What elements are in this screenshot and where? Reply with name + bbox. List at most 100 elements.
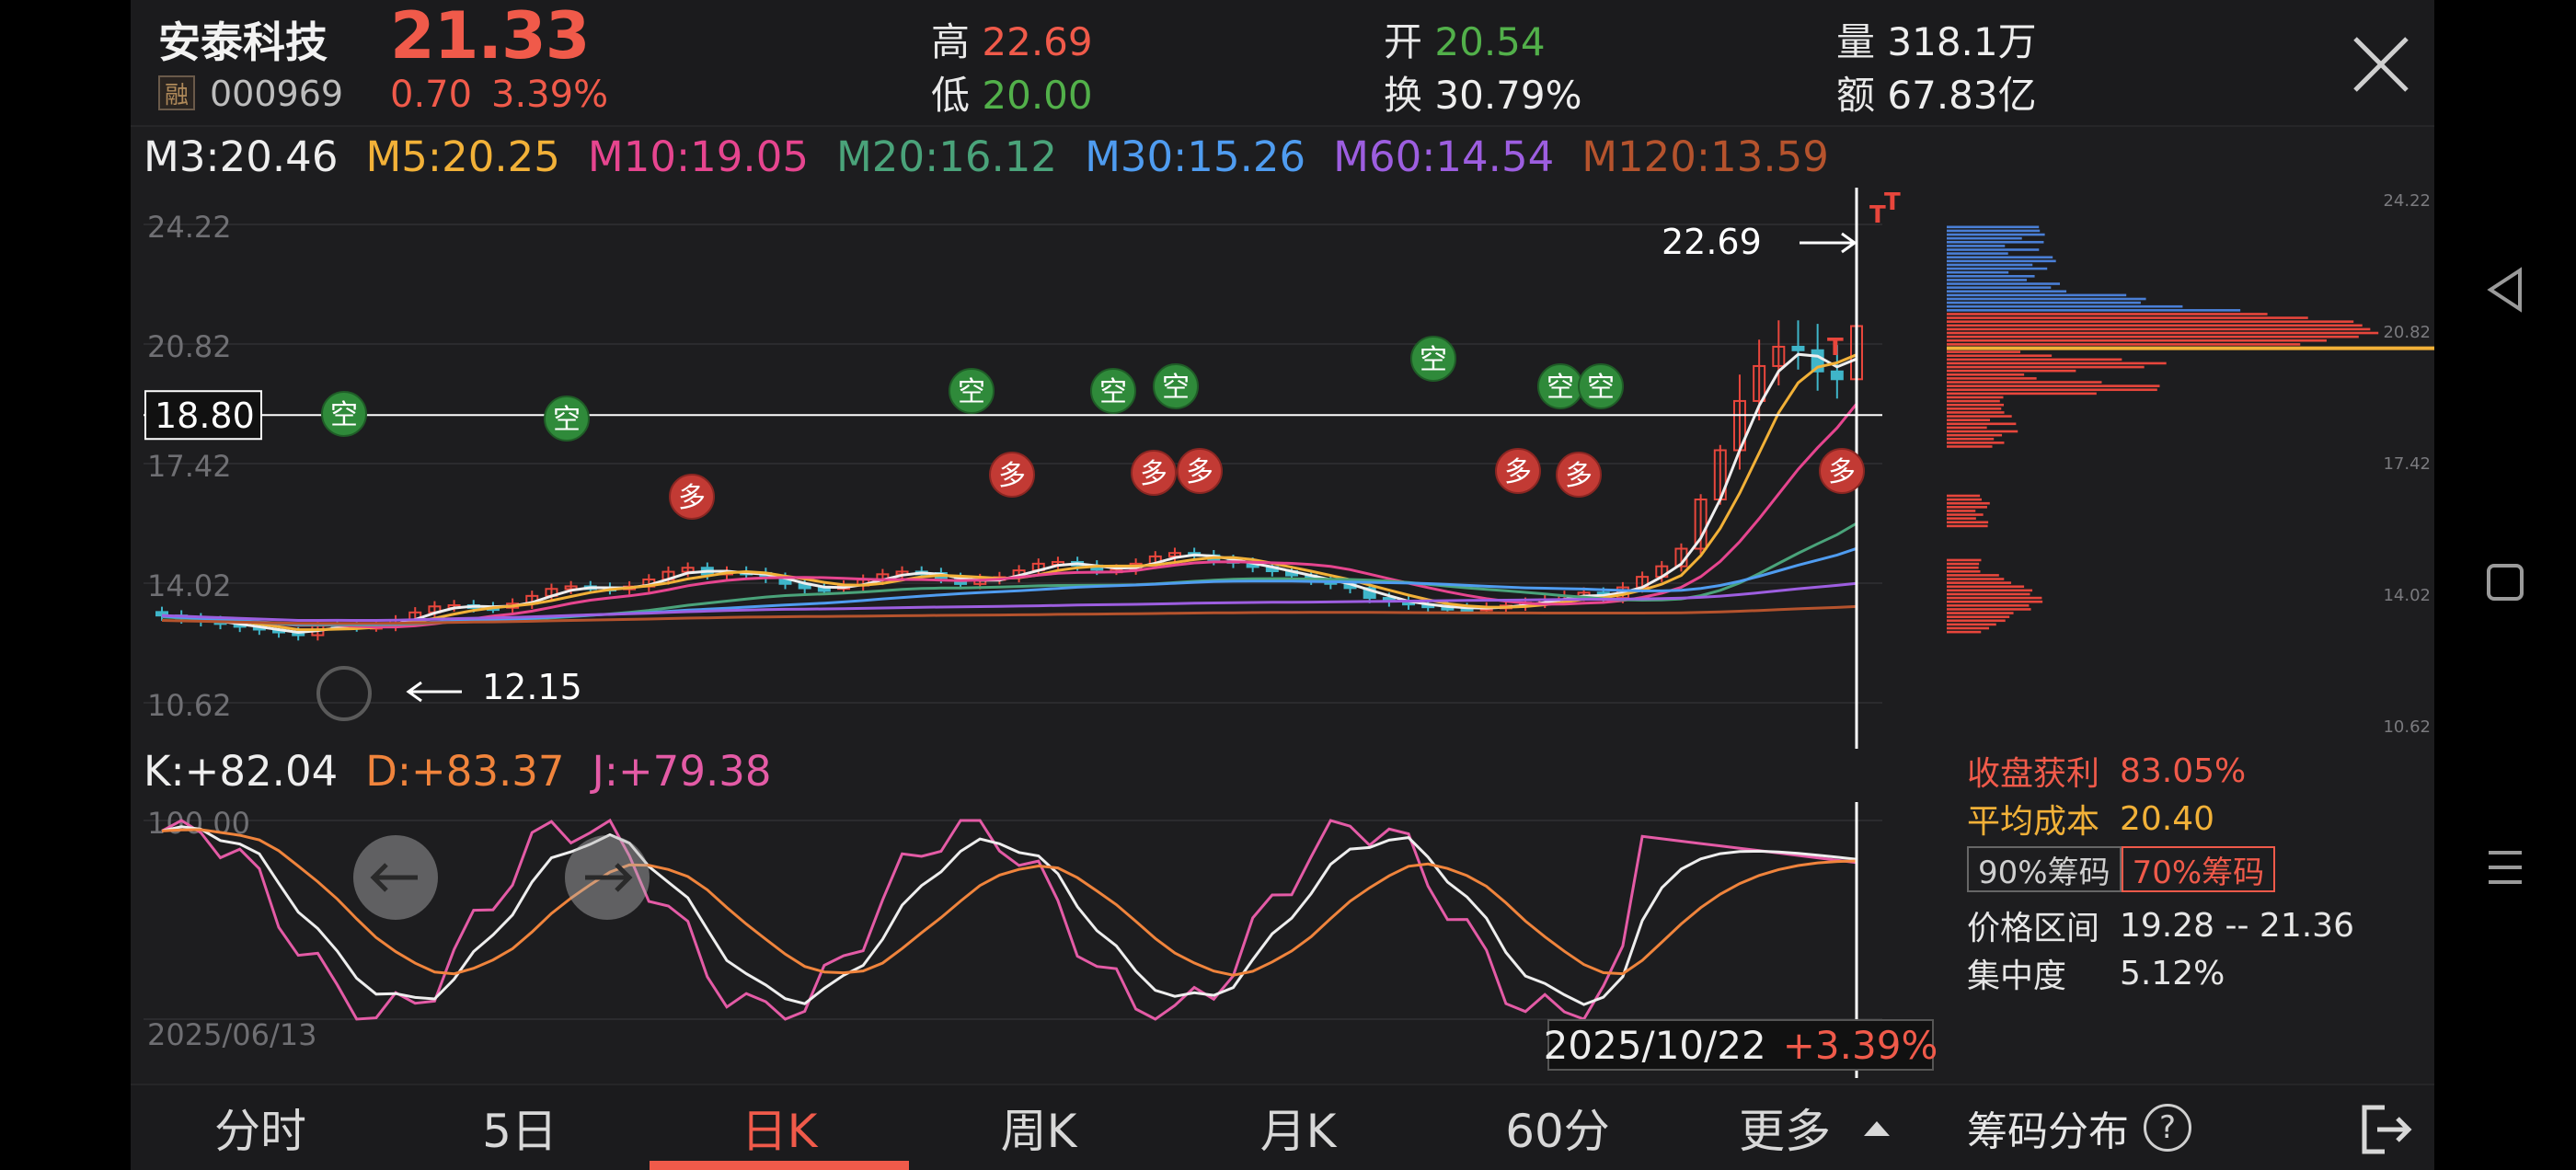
sell-signal-badge[interactable]: 空: [1538, 364, 1582, 408]
last-price: 21.33: [390, 0, 589, 74]
ma-label-0: M3:20.46: [144, 132, 338, 181]
tab-60min[interactable]: 60分: [1428, 1085, 1687, 1170]
buy-signal-badge[interactable]: 多: [1132, 451, 1176, 495]
sell-signal-badge[interactable]: 空: [1579, 364, 1623, 408]
range-value: 19.28 -- 21.36: [2120, 907, 2354, 945]
chip-bar: [1947, 521, 1988, 523]
chip-bar: [1947, 513, 1984, 516]
exit-icon[interactable]: [2357, 1104, 2412, 1155]
chip-bar: [1947, 294, 2126, 297]
crosshair-price-label: 18.80: [155, 396, 255, 436]
buy-signal-badge[interactable]: 多: [1496, 449, 1540, 493]
recents-nav-button[interactable]: [2434, 844, 2576, 890]
help-icon[interactable]: ?: [2144, 1104, 2191, 1152]
ma-label-2: M10:19.05: [588, 132, 809, 181]
chip-bar: [1947, 359, 2122, 361]
kdj-k: K:+82.04: [144, 747, 338, 796]
back-triangle-icon: [2485, 267, 2525, 313]
sell-signal-badge[interactable]: 空: [1411, 337, 1455, 381]
tab-5day[interactable]: 5日: [390, 1085, 650, 1170]
tab-chip-70[interactable]: 70%筹码: [2122, 846, 2276, 892]
sell-signal-badge[interactable]: 空: [949, 369, 994, 413]
buy-signal-text: 多: [1828, 456, 1856, 488]
chip-bar: [1947, 574, 1999, 577]
chip-bar: [1947, 499, 1982, 501]
sell-signal-badge[interactable]: 空: [1154, 364, 1198, 408]
candlestick-chart[interactable]: 24.22 20.82 17.42 14.02 10.62 18.80 22.69 12.15…: [144, 188, 1901, 749]
close-icon[interactable]: [2352, 35, 2410, 94]
margin-badge: 融: [158, 75, 195, 110]
chip-bar: [1947, 396, 2004, 399]
chip-bar: [1947, 597, 2041, 600]
chip-bar: [1947, 328, 2370, 331]
chip-bar: [1947, 256, 2053, 258]
y-tick-label: 14.02: [147, 568, 232, 603]
chip-bar: [1947, 631, 1981, 634]
sell-signal-badge[interactable]: 空: [1091, 369, 1135, 413]
sell-signal-text: 空: [553, 404, 581, 436]
chip-bar: [1947, 384, 2160, 387]
chip-bar: [1947, 313, 2268, 315]
high-value: 22.69: [982, 19, 1092, 64]
ma-label-1: M5:20.25: [365, 132, 559, 181]
y-tick-label: 17.42: [147, 449, 232, 484]
stock-name: 安泰科技: [158, 9, 328, 70]
chip-bar: [1947, 502, 1990, 505]
open-label: 开: [1384, 19, 1422, 64]
chip-bar: [1947, 305, 2182, 308]
sell-signal-text: 空: [1162, 372, 1190, 404]
sell-signal-text: 空: [958, 376, 985, 408]
scroll-left-button[interactable]: [353, 835, 438, 920]
concentration-value: 5.12%: [2120, 955, 2225, 992]
tab-monthly-k[interactable]: 月K: [1168, 1085, 1428, 1170]
chip-bar: [1947, 570, 1981, 573]
chip-bar: [1947, 366, 2145, 369]
chip-tick-label: 10.62: [2383, 717, 2431, 737]
chip-footer-label[interactable]: 筹码分布: [1967, 1098, 2129, 1157]
chip-bar: [1947, 245, 2005, 247]
amount-value: 67.83亿: [1887, 73, 2036, 118]
chip-bar: [1947, 336, 2359, 338]
tab-more[interactable]: 更多: [1687, 1085, 1947, 1170]
chip-bar: [1947, 430, 2018, 433]
sell-signal-badge[interactable]: 空: [322, 392, 366, 436]
tab-intraday[interactable]: 分时: [131, 1085, 390, 1170]
chip-bar: [1947, 510, 1975, 512]
candle-body: [1832, 372, 1843, 380]
kdj-legend: K:+82.04 D:+83.37 J:+79.38: [144, 743, 772, 798]
buy-signal-badge[interactable]: 多: [670, 475, 714, 519]
tab-weekly-k[interactable]: 周K: [909, 1085, 1168, 1170]
chip-bar: [1947, 302, 2141, 304]
chip-bar: [1947, 234, 2045, 236]
chip-bar: [1947, 388, 2157, 391]
chip-bar: [1947, 264, 2032, 267]
home-nav-button[interactable]: [2434, 559, 2576, 605]
chip-bar: [1947, 567, 1979, 569]
sell-signal-text: 空: [1547, 372, 1574, 404]
chip-bar: [1947, 332, 2378, 335]
chip-bar: [1947, 619, 2006, 622]
chip-bar: [1947, 271, 2008, 274]
low-label: 低: [931, 73, 970, 118]
chip-bar: [1947, 581, 2011, 584]
chip-bar: [1947, 559, 1981, 562]
buy-signal-badge[interactable]: 多: [1820, 449, 1864, 493]
quote-header: 安泰科技 融 000969 21.33 0.70 3.39% 高 22.69 低…: [131, 0, 2434, 127]
tab-chip-90[interactable]: 90%筹码: [1967, 846, 2122, 892]
chip-bar: [1947, 260, 2056, 263]
chip-bar: [1947, 373, 2024, 376]
back-nav-button[interactable]: [2434, 267, 2576, 313]
tab-daily-k[interactable]: 日K: [650, 1085, 909, 1170]
chip-bar: [1947, 601, 2042, 603]
stock-app: 安泰科技 融 000969 21.33 0.70 3.39% 高 22.69 低…: [131, 0, 2434, 1170]
amount-label: 额: [1836, 73, 1875, 118]
chip-bar: [1947, 275, 2035, 278]
ma-label-4: M30:15.26: [1085, 132, 1305, 181]
buy-signal-badge[interactable]: 多: [1557, 453, 1601, 497]
chip-bar: [1947, 226, 2039, 229]
scroll-right-button[interactable]: [565, 835, 650, 920]
buy-signal-badge[interactable]: 多: [1178, 449, 1222, 493]
buy-signal-badge[interactable]: 多: [990, 453, 1034, 497]
chip-bar: [1947, 237, 2022, 240]
sell-signal-badge[interactable]: 空: [545, 396, 589, 441]
